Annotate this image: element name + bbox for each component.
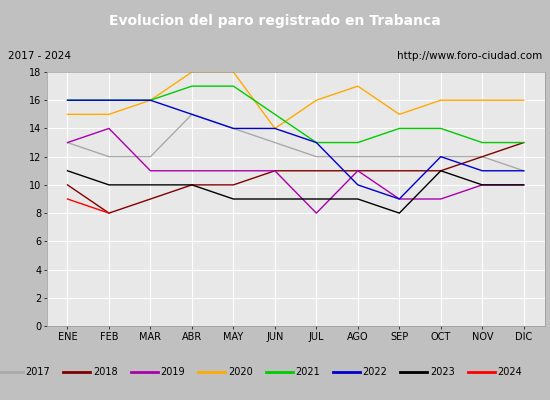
Text: 2017 - 2024: 2017 - 2024 bbox=[8, 51, 71, 61]
Text: 2023: 2023 bbox=[430, 367, 455, 377]
Text: 2021: 2021 bbox=[295, 367, 320, 377]
Text: http://www.foro-ciudad.com: http://www.foro-ciudad.com bbox=[397, 51, 542, 61]
Text: 2020: 2020 bbox=[228, 367, 252, 377]
Text: 2018: 2018 bbox=[93, 367, 118, 377]
Text: 2022: 2022 bbox=[362, 367, 387, 377]
Text: 2019: 2019 bbox=[161, 367, 185, 377]
Text: 2017: 2017 bbox=[26, 367, 51, 377]
Text: 2024: 2024 bbox=[497, 367, 522, 377]
Text: Evolucion del paro registrado en Trabanca: Evolucion del paro registrado en Trabanc… bbox=[109, 14, 441, 28]
